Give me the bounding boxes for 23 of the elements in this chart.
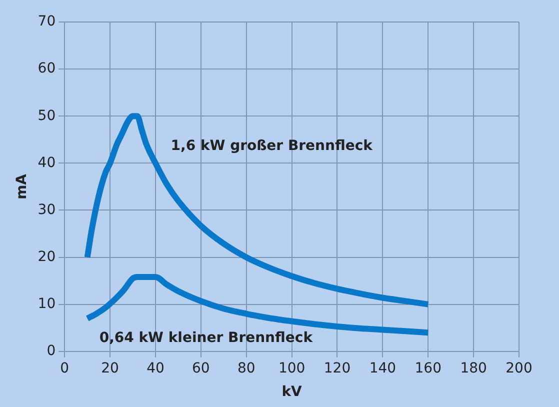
- x-tick-label: 0: [60, 360, 70, 376]
- x-tick-label: 60: [192, 360, 210, 376]
- x-axis-title: kV: [282, 384, 302, 400]
- y-tick-label: 40: [38, 154, 56, 171]
- y-tick-label: 60: [38, 60, 56, 77]
- x-tick-label: 120: [324, 360, 351, 376]
- x-tick-label: 100: [278, 360, 306, 376]
- series-label: 1,6 kW großer Brennfleck: [170, 138, 374, 154]
- y-tick-label: 0: [46, 343, 56, 360]
- x-tick-label: 160: [414, 360, 442, 376]
- y-tick-label: 70: [38, 14, 56, 30]
- x-tick-label: 40: [146, 360, 164, 376]
- x-tick-label: 140: [369, 360, 396, 376]
- y-axis-title: mA: [14, 174, 30, 200]
- y-tick-label: 50: [38, 108, 56, 124]
- x-tick-label: 180: [460, 360, 487, 376]
- series-label: 0,64 kW kleiner Brennfleck: [99, 330, 314, 346]
- y-tick-label: 10: [38, 296, 56, 312]
- y-tick-label: 20: [38, 248, 56, 265]
- x-tick-label: 80: [237, 360, 256, 376]
- x-tick-label: 20: [101, 360, 119, 376]
- y-tick-label: 30: [38, 202, 56, 218]
- x-tick-label: 200: [506, 360, 532, 376]
